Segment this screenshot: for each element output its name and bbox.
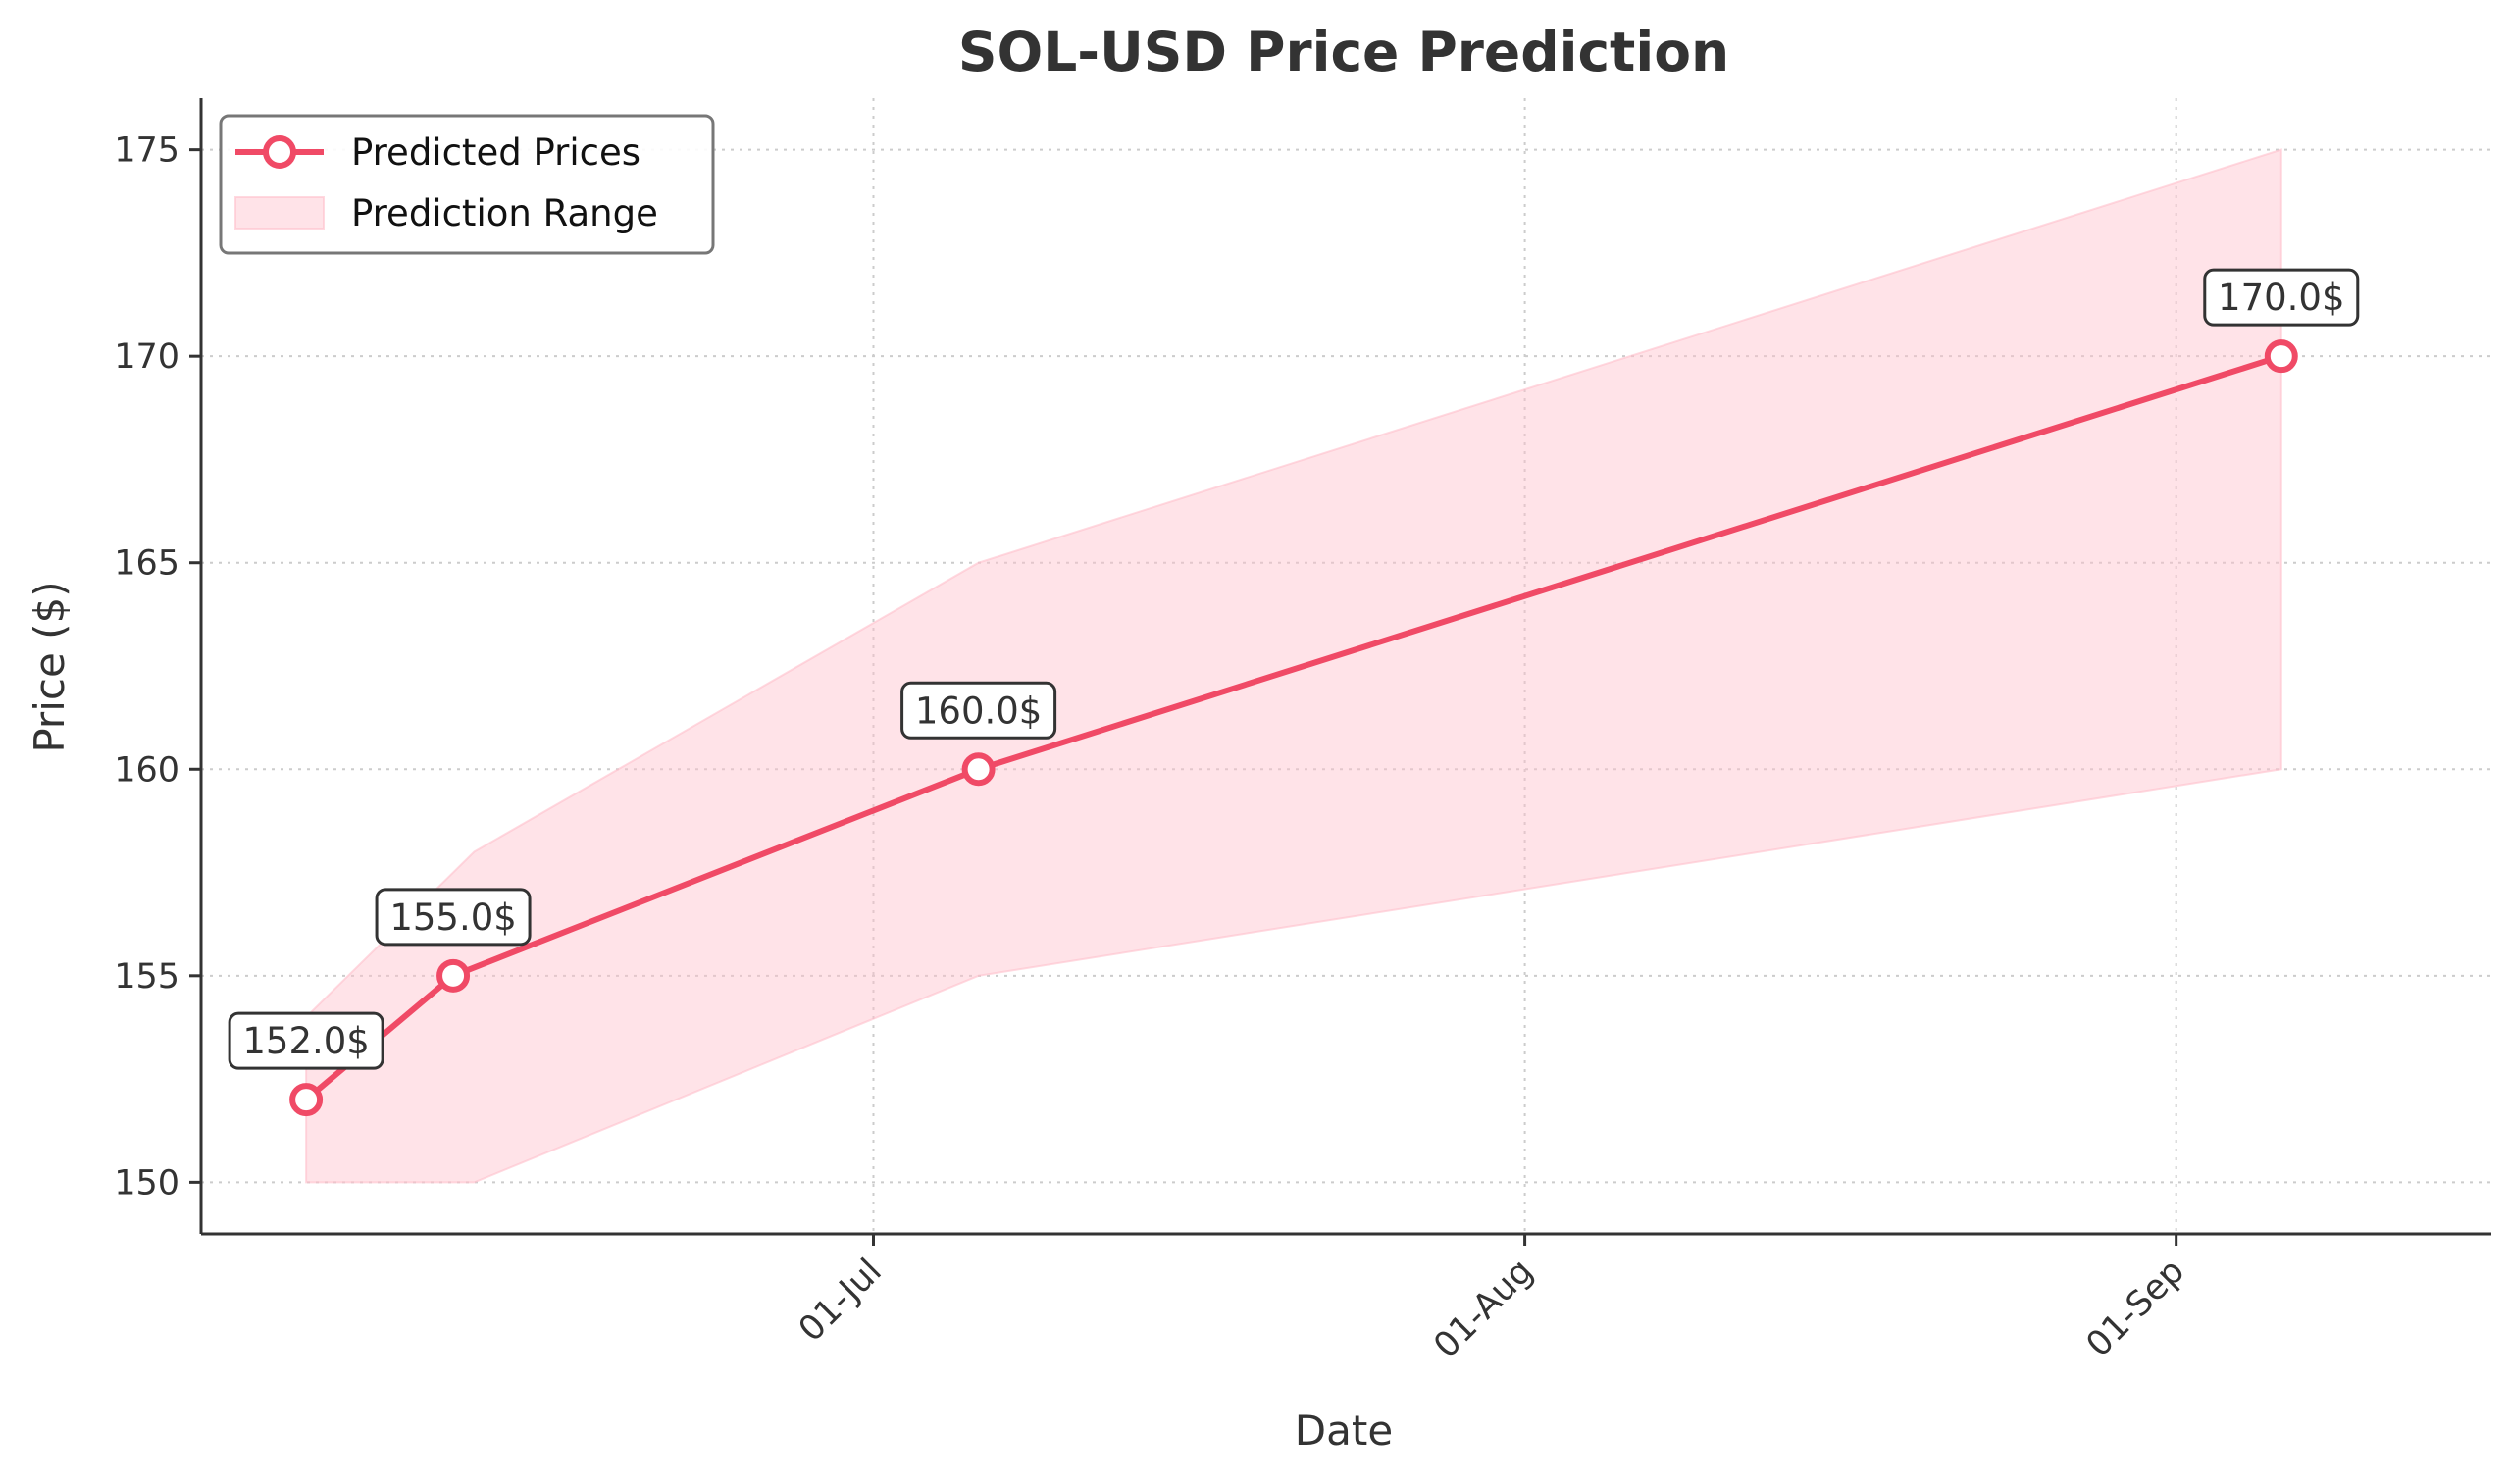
- legend: Predicted Prices Prediction Range: [219, 114, 715, 255]
- legend-label-predicted-prices: Predicted Prices: [351, 131, 640, 174]
- y-tick-label: 160: [114, 750, 179, 790]
- axes: [199, 98, 2491, 1236]
- x-tick-label: 01-Sep: [2079, 1252, 2192, 1364]
- data-annotations: 152.0$ 155.0$ 160.0$ 170.0$: [228, 268, 2360, 1070]
- data-point: [2264, 339, 2298, 374]
- annotation-label: 152.0$: [242, 1020, 369, 1062]
- x-axis-ticks: 01-Jul 01-Aug 01-Sep: [792, 1234, 2192, 1366]
- prediction-range-band: [305, 148, 2282, 1184]
- legend-frame: [219, 114, 715, 255]
- x-axis-label: Date: [1295, 1407, 1393, 1455]
- annotation-label: 170.0$: [2218, 277, 2344, 319]
- y-tick-label: 150: [114, 1163, 179, 1203]
- data-point: [436, 958, 471, 993]
- chart-title: SOL-USD Price Prediction: [958, 21, 1729, 83]
- annotation-box: [228, 1011, 384, 1070]
- grid-lines: [201, 98, 2491, 1234]
- legend-label-prediction-range: Prediction Range: [351, 192, 658, 234]
- annotation-box: [375, 888, 532, 947]
- legend-marker-swatch: [263, 135, 296, 169]
- annotation-box: [2203, 268, 2360, 327]
- y-tick-label: 175: [114, 131, 179, 171]
- legend-range-swatch: [234, 196, 325, 230]
- prediction-range-layer: [305, 148, 2282, 1184]
- data-point: [289, 1083, 324, 1117]
- annotation-label: 155.0$: [389, 896, 516, 939]
- y-tick-label: 165: [114, 544, 179, 584]
- x-tick-label: 01-Aug: [1426, 1252, 1540, 1365]
- y-tick-label: 155: [114, 957, 179, 997]
- y-tick-label: 170: [114, 337, 179, 377]
- y-axis-ticks: 150 155 160 165 170 175: [114, 131, 201, 1203]
- y-axis-label: Price ($): [26, 581, 74, 752]
- annotation-box: [900, 681, 1057, 740]
- annotation-label: 160.0$: [915, 690, 1042, 732]
- x-tick-label: 01-Jul: [792, 1252, 890, 1350]
- data-point: [961, 752, 996, 787]
